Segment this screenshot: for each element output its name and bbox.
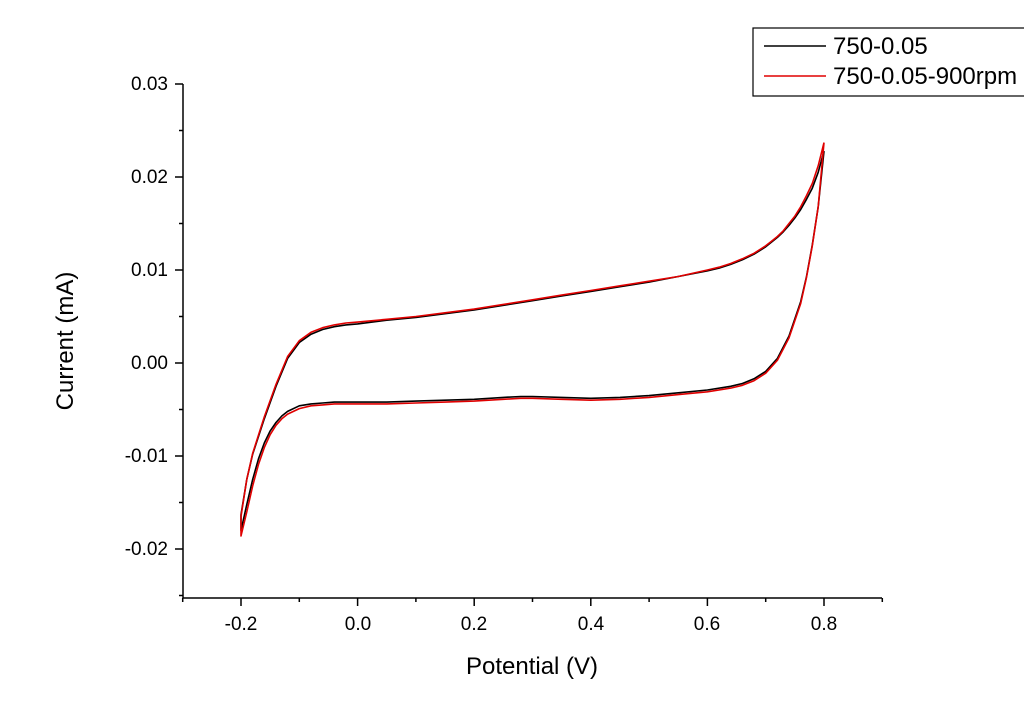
- series-line-750-0.05: [240, 150, 825, 532]
- x-tick-label: 0.6: [694, 614, 720, 635]
- legend: 750-0.05 750-0.05-900rpm: [752, 27, 1024, 97]
- legend-label: 750-0.05-900rpm: [833, 63, 1017, 90]
- x-tick-label: -0.2: [225, 614, 258, 635]
- y-tick-label: 0.03: [131, 74, 168, 95]
- legend-box: [752, 27, 1024, 97]
- x-tick-label: 0.8: [811, 614, 837, 635]
- x-tick-label-group: -0.2 0.0 0.2 0.4 0.6 0.8: [225, 614, 838, 635]
- x-tick-label: 0.2: [461, 614, 487, 635]
- y-tick-label: -0.01: [125, 446, 168, 467]
- y-tick-label: 0.01: [131, 260, 168, 281]
- x-tick-label: 0.4: [578, 614, 605, 635]
- y-axis: 0.03 0.02 0.01 0.00 -0.01 -0.02: [125, 74, 183, 597]
- y-axis-title: Current (mA): [52, 272, 79, 411]
- x-axis-title: Potential (V): [466, 653, 598, 680]
- y-tick-label: 0.00: [131, 353, 168, 374]
- x-axis: -0.2 0.0 0.2 0.4 0.6 0.8: [181, 598, 884, 635]
- y-tick-label: -0.02: [125, 539, 168, 560]
- y-tick-label-group: 0.03 0.02 0.01 0.00 -0.01 -0.02: [125, 74, 168, 560]
- y-tick-label: 0.02: [131, 167, 168, 188]
- legend-label: 750-0.05: [833, 33, 928, 60]
- series-line-750-0.05-900rpm: [240, 142, 825, 537]
- plot-area: [240, 142, 825, 537]
- x-tick-label: 0.0: [345, 614, 371, 635]
- y-ticks: [175, 83, 183, 597]
- x-ticks: [181, 598, 884, 606]
